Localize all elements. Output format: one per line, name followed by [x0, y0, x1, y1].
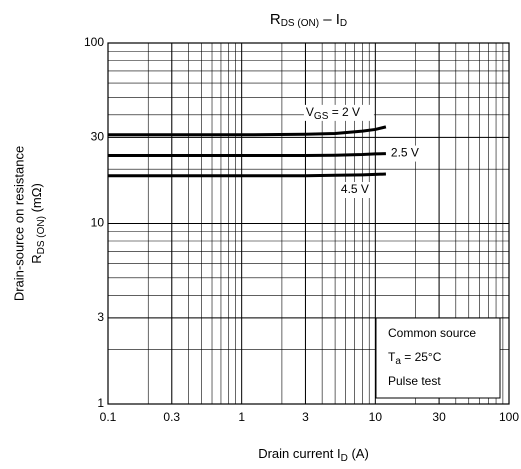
x-tick-label: 0.3 [163, 410, 180, 424]
note-text-part: = 25°C [401, 350, 442, 364]
chart-title-part: DS (ON) [281, 18, 319, 29]
x-tick-label: 30 [432, 410, 446, 424]
y-tick-label: 1 [97, 396, 104, 410]
chart-title-part: R [270, 11, 281, 28]
y-axis-label: RDS (ON) (mΩ) [29, 183, 46, 264]
series-label-part: = 2 V [328, 105, 360, 119]
label-bg [388, 145, 423, 162]
x-axis-label-part: Drain current I [258, 446, 340, 461]
x-tick-label: 10 [369, 410, 383, 424]
series-label-part: V [306, 105, 314, 119]
y-axis-label-part: DS (ON) [36, 216, 47, 254]
note-text-part: T [388, 350, 396, 364]
y-axis-label: Drain-source on resistance [11, 146, 26, 301]
y-axis-label-part: (mΩ) [29, 183, 44, 216]
label-bg [303, 104, 374, 121]
plot-frame [107, 42, 510, 405]
note-text: Pulse test [388, 374, 441, 388]
y-tick-label: 10 [91, 216, 105, 230]
note-text-part: Common source [388, 326, 476, 340]
series-line [108, 125, 387, 137]
note-text-part: Pulse test [388, 374, 441, 388]
note-text-part: a [395, 356, 401, 367]
y-axis-label-part: R [29, 254, 44, 263]
y-tick-label: 100 [84, 35, 104, 49]
x-axis-label-part: (A) [348, 446, 369, 461]
note-text: Common source [388, 326, 476, 340]
y-tick-label: 3 [97, 310, 104, 324]
note-text: Ta = 25°C [388, 350, 442, 366]
x-axis-label-part: D [341, 453, 348, 464]
series-label-part: GS [314, 111, 329, 122]
series-label: VGS = 2 V [306, 105, 360, 121]
x-tick-label: 100 [499, 410, 519, 424]
series-line [108, 152, 386, 158]
x-tick-label: 3 [302, 410, 309, 424]
series-label: 4.5 V [341, 182, 369, 196]
x-axis-label: Drain current ID (A) [258, 446, 369, 463]
x-tick-label: 0.1 [100, 410, 117, 424]
chart-title-part: – I [319, 11, 340, 28]
note-box [375, 317, 501, 399]
series-label: 2.5 V [391, 146, 419, 160]
series-line [108, 172, 386, 178]
chart-title: RDS (ON) – ID [270, 11, 347, 29]
y-tick-label: 30 [91, 130, 105, 144]
label-bg [338, 182, 373, 199]
x-tick-label: 1 [238, 410, 245, 424]
chart-title-part: D [340, 18, 347, 29]
